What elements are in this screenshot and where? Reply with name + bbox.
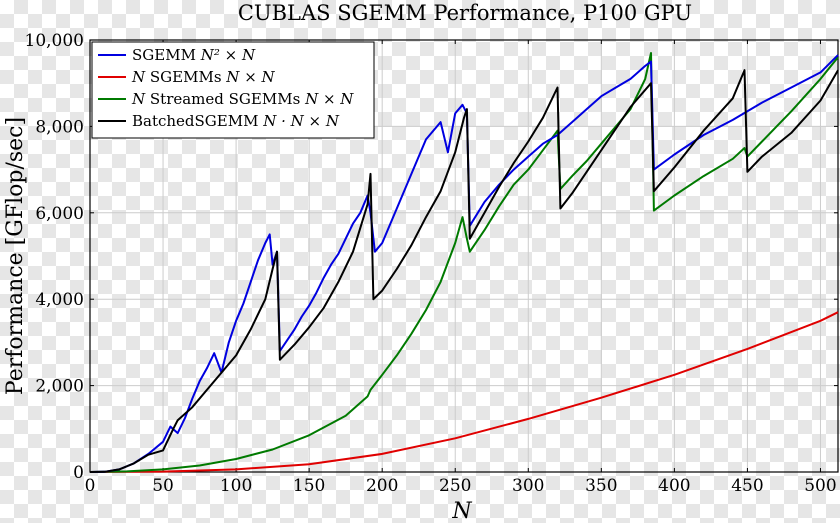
series-line-2 xyxy=(89,52,839,473)
y-tick-label: 8,000 xyxy=(35,117,84,137)
x-tick-label: 350 xyxy=(585,476,617,496)
x-tick-label: 250 xyxy=(439,476,471,496)
x-axis-label: N xyxy=(451,499,472,523)
legend-entry: BatchedSGEMM N · N × N xyxy=(132,112,340,130)
series-line-3 xyxy=(89,69,839,473)
y-axis-label: Performance [GFlop/sec] xyxy=(3,117,28,395)
x-tick-label: 150 xyxy=(293,476,325,496)
legend-entry: N Streamed SGEMMs N × N xyxy=(131,90,354,108)
x-tick-label: 0 xyxy=(85,476,96,496)
chart-title: CUBLAS SGEMM Performance, P100 GPU xyxy=(238,1,692,25)
series-group xyxy=(89,52,839,473)
x-tick-label: 100 xyxy=(220,476,252,496)
legend-entry: N SGEMMs N × N xyxy=(131,68,276,86)
y-tick-label: 4,000 xyxy=(35,290,84,310)
x-tick-label: 300 xyxy=(512,476,544,496)
y-tick-label: 2,000 xyxy=(35,377,84,397)
y-tick-label: 6,000 xyxy=(35,204,84,224)
y-tick-label: 0 xyxy=(73,463,84,483)
axis-ticks: 0 50 100 150 200 250 300 350 400 450 500 0 2,000 4,00… xyxy=(25,31,838,496)
x-tick-label: 450 xyxy=(731,476,763,496)
legend-entry: SGEMM N² × N xyxy=(132,46,256,64)
y-tick-label: 10,000 xyxy=(25,31,84,51)
plot-frame xyxy=(89,39,839,473)
x-tick-label: 50 xyxy=(152,476,174,496)
legend-box xyxy=(91,41,375,139)
series-line-1 xyxy=(89,311,839,473)
x-tick-label: 500 xyxy=(804,476,836,496)
legend: SGEMM N² × N N SGEMMs N × N N Streamed SGE… xyxy=(91,41,375,139)
series-line-0 xyxy=(89,54,839,473)
x-tick-label: 400 xyxy=(658,476,690,496)
x-tick-label: 200 xyxy=(366,476,398,496)
